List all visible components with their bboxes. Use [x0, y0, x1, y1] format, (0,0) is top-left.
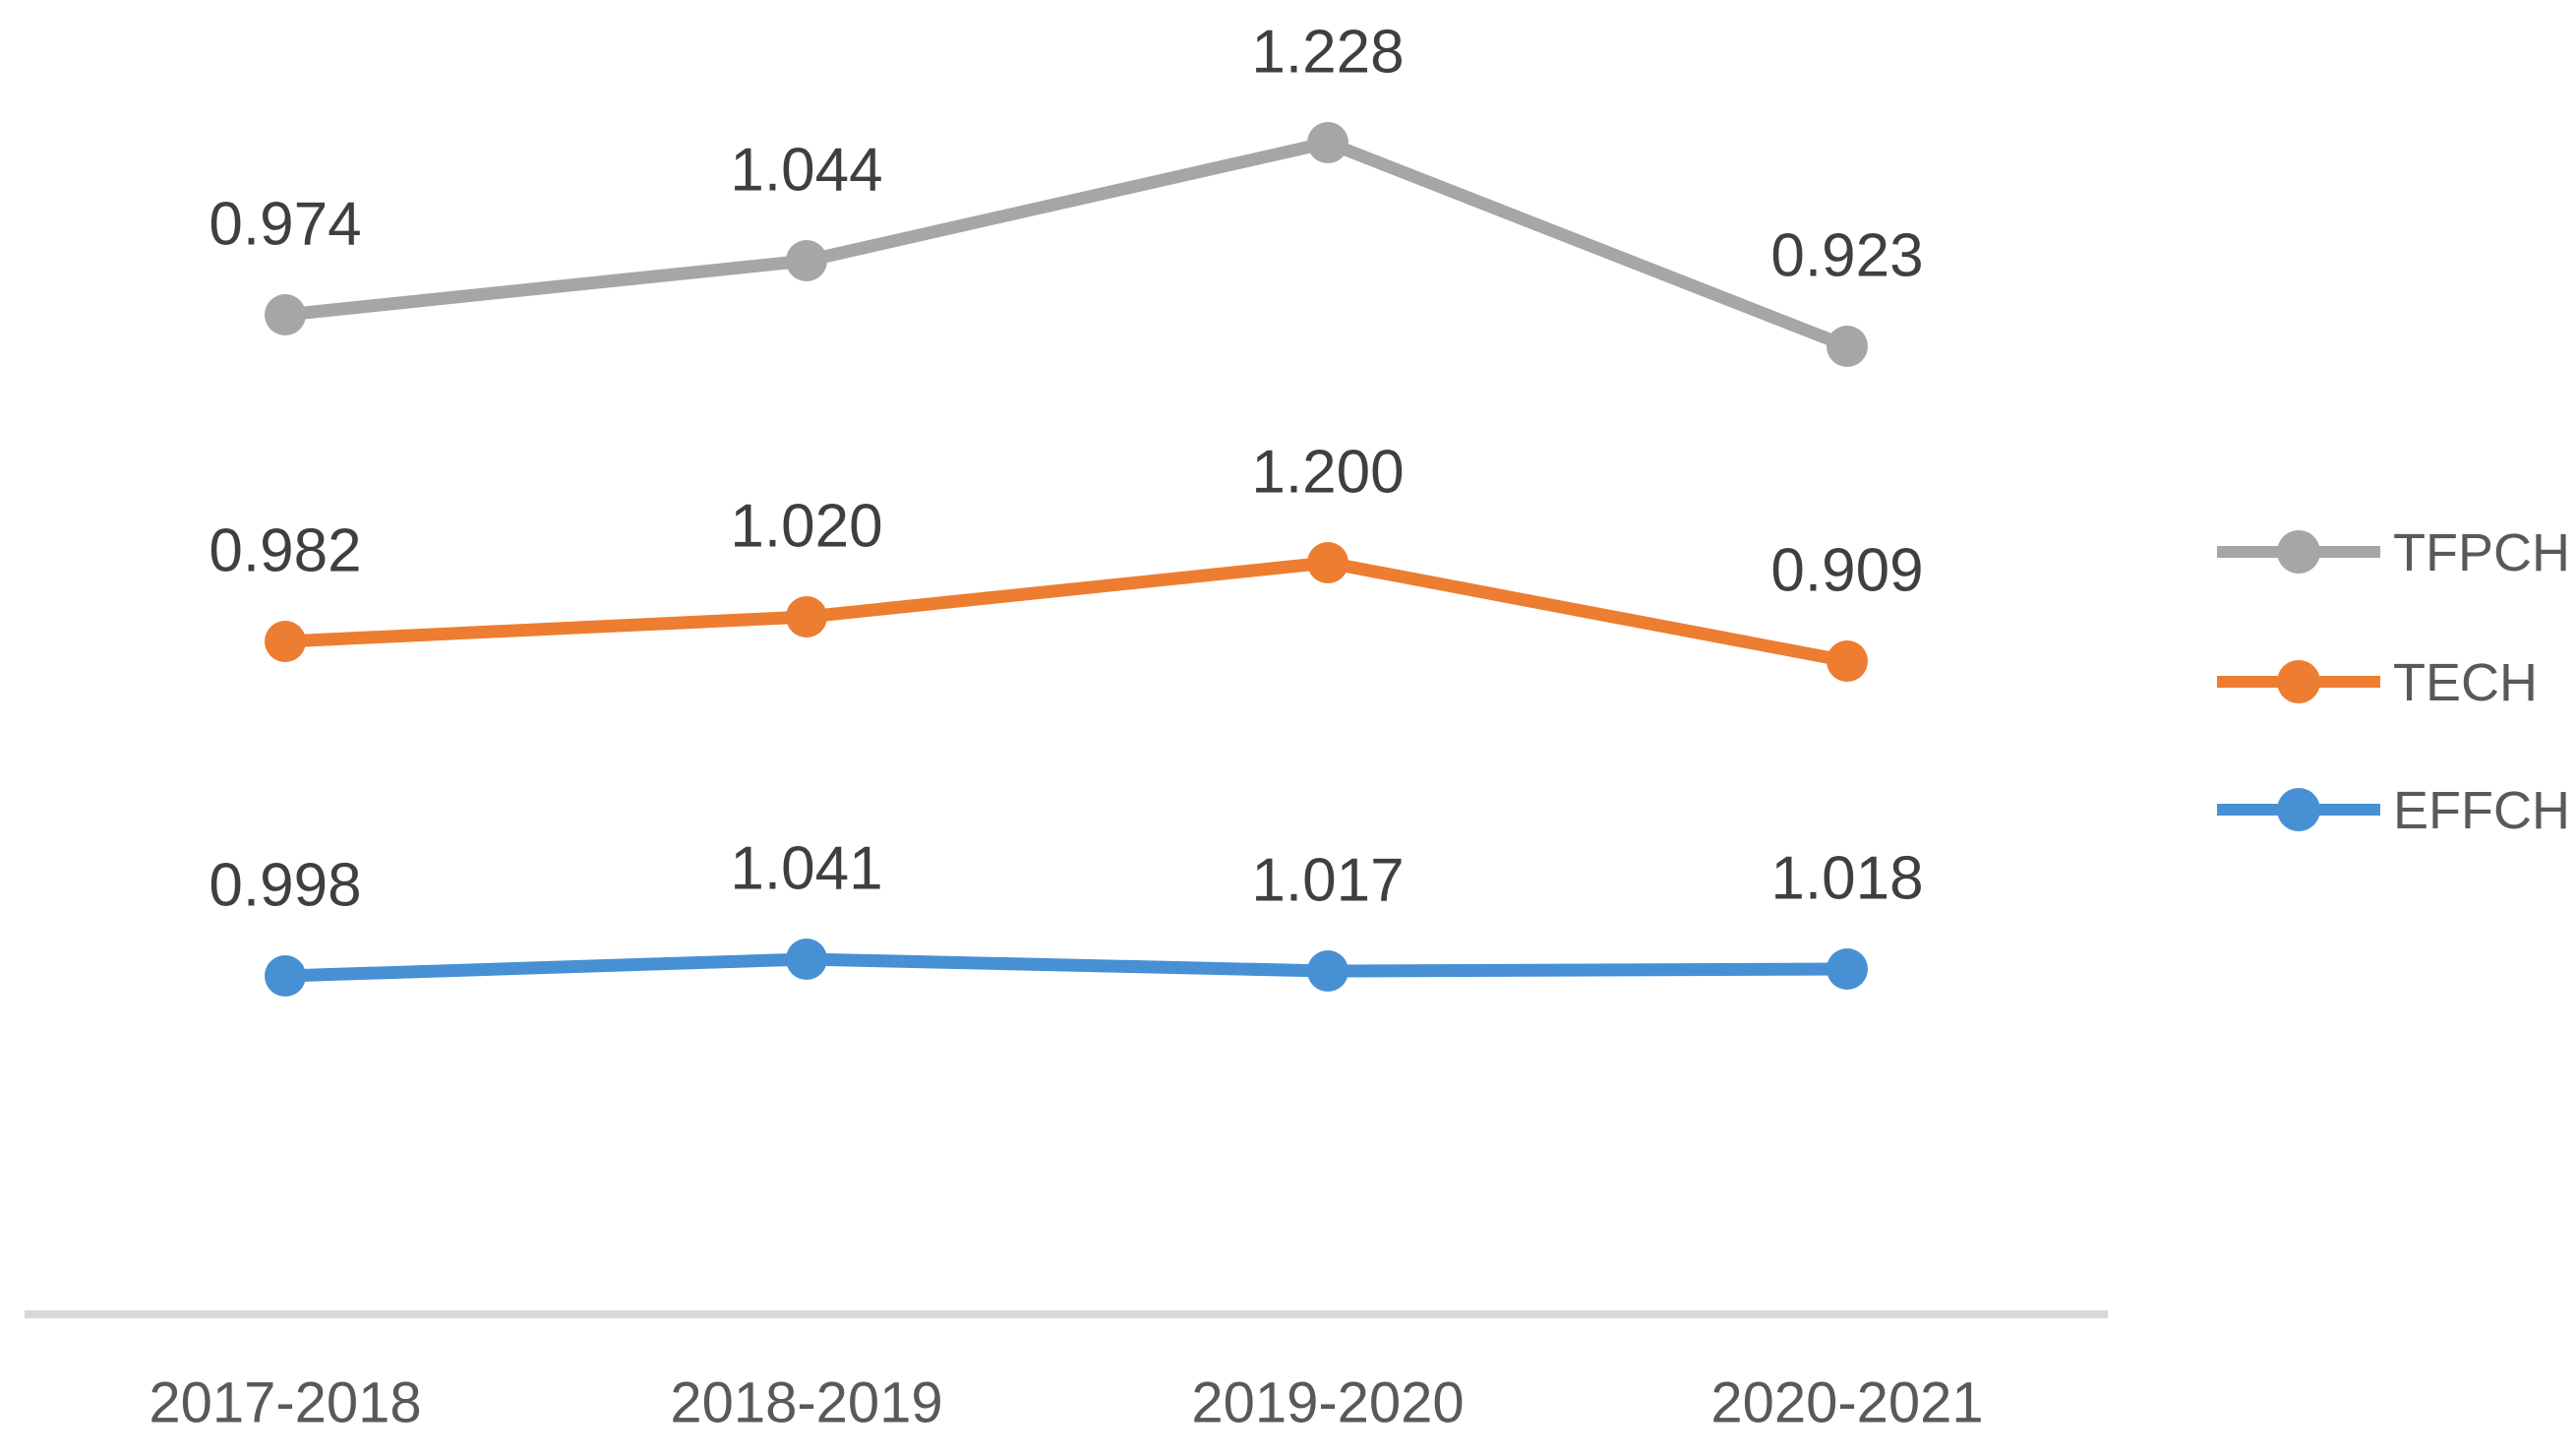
data-label-tech-1: 1.020	[730, 493, 882, 561]
data-point-tfpch-2	[1307, 122, 1348, 163]
data-point-effch-1	[786, 939, 827, 980]
data-label-tech-3: 0.909	[1770, 537, 1923, 605]
data-point-tfpch-3	[1827, 326, 1868, 367]
data-point-tech-1	[786, 596, 827, 637]
data-point-tfpch-1	[786, 240, 827, 281]
series-line-tfpch	[278, 136, 1854, 353]
data-point-effch-2	[1307, 950, 1348, 992]
data-point-tech-2	[1307, 542, 1348, 583]
legend-label-effch: EFFCH	[2393, 781, 2570, 840]
data-label-tech-0: 0.982	[209, 517, 361, 585]
data-label-effch-3: 1.018	[1770, 845, 1923, 913]
x-axis-label-1: 2018-2019	[670, 1370, 942, 1434]
series-tech: 0.982 1.020 1.200 0.909	[209, 439, 1924, 682]
data-label-tech-2: 1.200	[1251, 439, 1404, 507]
data-point-effch-3	[1827, 948, 1868, 990]
legend-marker-dot-effch	[2277, 788, 2320, 831]
legend: TFPCH TECH EFFCH	[2217, 523, 2570, 840]
data-label-effch-0: 0.998	[209, 852, 361, 920]
legend-marker-dot-tfpch	[2277, 530, 2320, 574]
data-point-tech-0	[265, 621, 306, 662]
series-line-effch	[278, 952, 1854, 983]
data-label-tfpch-3: 0.923	[1770, 222, 1923, 290]
x-axis-label-2: 2019-2020	[1191, 1370, 1464, 1434]
series-effch: 0.998 1.041 1.017 1.018	[209, 835, 1924, 997]
series-tfpch: 0.974 1.044 1.228 0.923	[209, 19, 1924, 367]
legend-item-tech: TECH	[2217, 653, 2538, 712]
legend-label-tech: TECH	[2393, 653, 2538, 712]
series-line-tech	[278, 556, 1854, 668]
data-label-tfpch-1: 1.044	[730, 137, 882, 205]
data-label-effch-1: 1.041	[730, 835, 882, 903]
data-label-effch-2: 1.017	[1251, 847, 1404, 915]
data-label-tfpch-2: 1.228	[1251, 19, 1404, 87]
legend-label-tfpch: TFPCH	[2393, 523, 2570, 582]
data-point-effch-0	[265, 955, 306, 997]
data-point-tech-3	[1827, 640, 1868, 682]
legend-marker-dot-tech	[2277, 660, 2320, 703]
data-point-tfpch-0	[265, 294, 306, 335]
legend-item-tfpch: TFPCH	[2217, 523, 2570, 582]
legend-item-effch: EFFCH	[2217, 781, 2570, 840]
data-label-tfpch-0: 0.974	[209, 191, 361, 259]
x-axis-label-0: 2017-2018	[149, 1370, 421, 1434]
x-axis-label-3: 2020-2021	[1710, 1370, 1983, 1434]
